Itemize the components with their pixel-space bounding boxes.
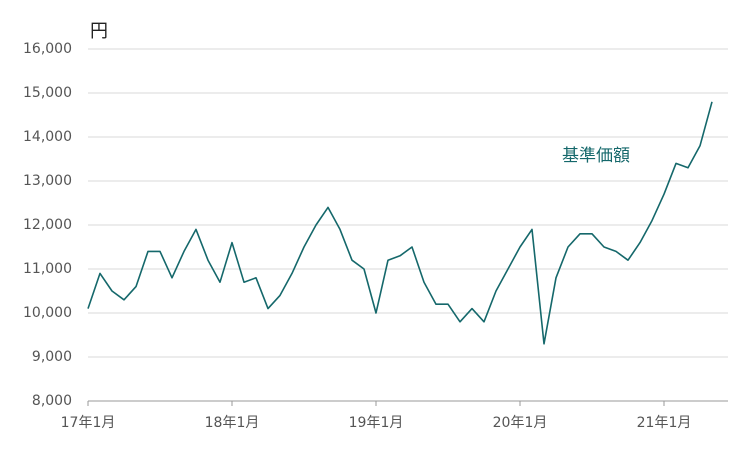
- annotation: 基準価額: [562, 146, 630, 166]
- y-tick-label: 9,000: [32, 349, 72, 365]
- y-tick-label: 16,000: [23, 41, 72, 57]
- series-line: [87, 101, 713, 345]
- y-tick-label: 8,000: [32, 393, 72, 409]
- y-tick-label: 10,000: [23, 305, 72, 321]
- y-tick-label: 12,000: [23, 217, 72, 233]
- y-tick-label: 14,000: [23, 129, 72, 145]
- x-tick-label: 21年1月: [637, 415, 692, 431]
- x-tick-label: 20年1月: [493, 415, 548, 431]
- x-tick-label: 19年1月: [349, 415, 404, 431]
- unit-label: 円: [90, 21, 108, 42]
- y-tick-label: 11,000: [23, 261, 72, 277]
- x-tick-label: 17年1月: [61, 415, 116, 431]
- y-tick-label: 13,000: [23, 173, 72, 189]
- x-tick-label: 18年1月: [205, 415, 260, 431]
- y-tick-label: 15,000: [23, 85, 72, 101]
